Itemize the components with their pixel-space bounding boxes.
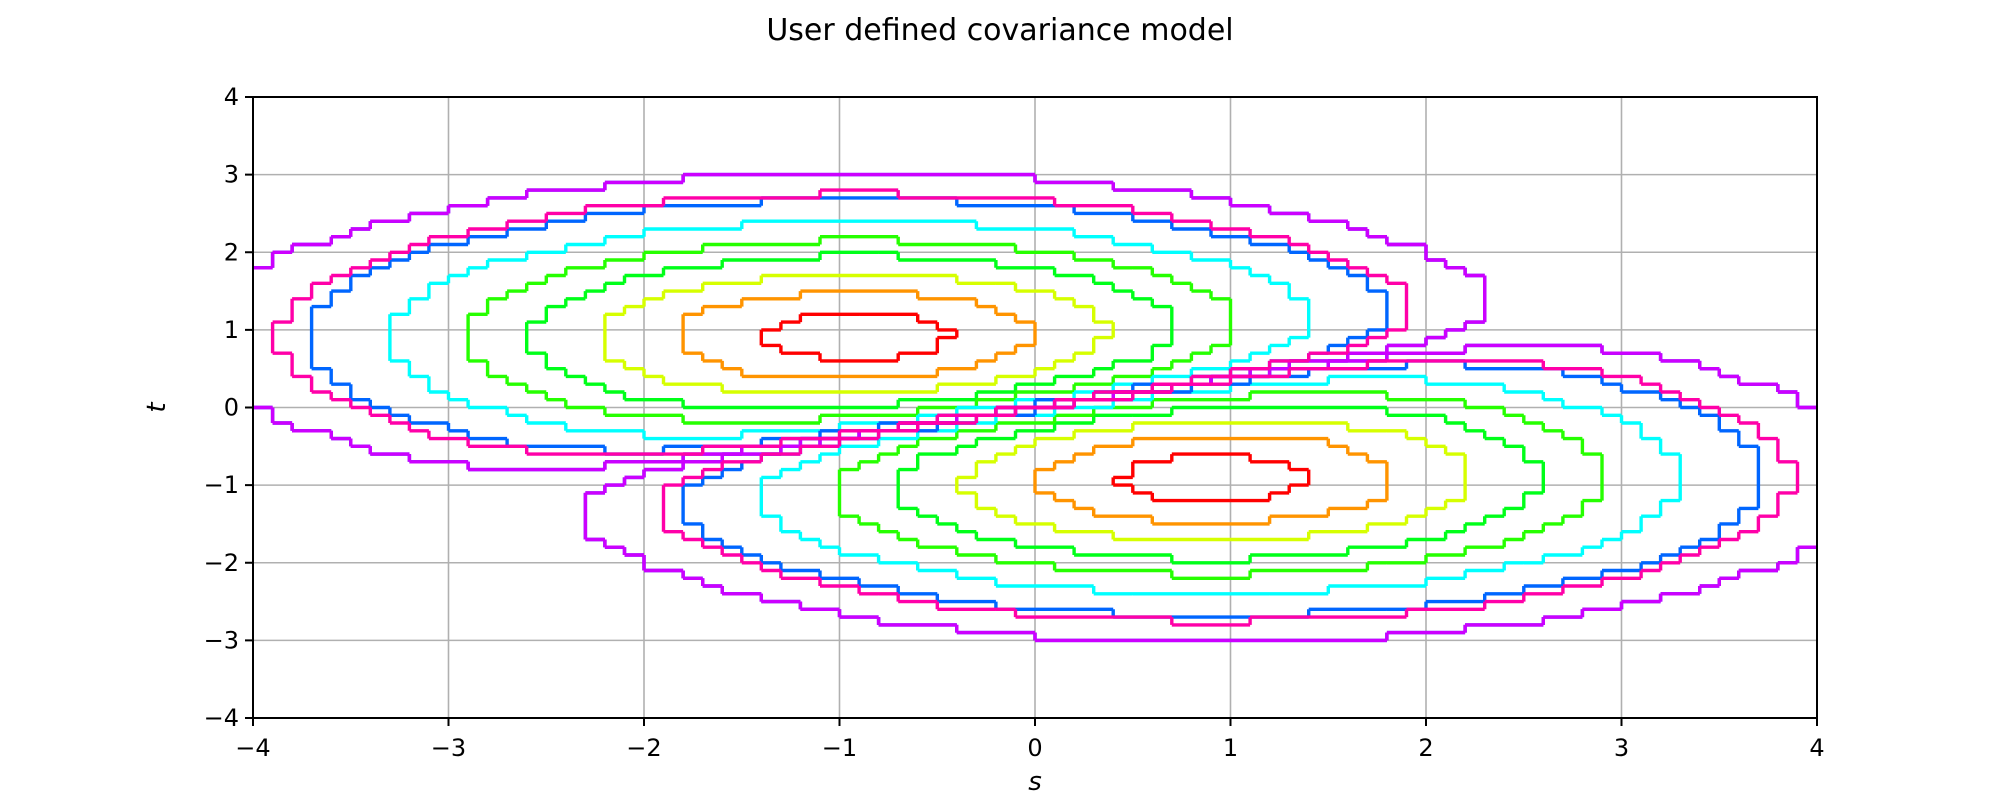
y-tick-label: 3	[224, 161, 239, 189]
y-tick-label: −4	[204, 704, 239, 732]
x-tick-label: −4	[235, 734, 270, 762]
y-tick-label: 1	[224, 316, 239, 344]
y-axis-ticks: −4 −3 −2 −1 0 1 2 3 4	[204, 83, 253, 732]
contour-line	[466, 235, 1233, 425]
y-tick-label: 2	[224, 238, 239, 266]
contour-line	[955, 421, 1467, 542]
y-tick-label: −1	[204, 471, 239, 499]
contour-line	[603, 273, 1115, 394]
x-tick-label: −3	[431, 734, 466, 762]
contour-line	[270, 188, 1409, 456]
x-axis-label: s	[1028, 767, 1042, 797]
y-tick-label: 4	[224, 83, 239, 111]
contour-line	[253, 172, 1487, 472]
chart-title: User defined covariance model	[766, 13, 1233, 48]
contour-line	[253, 172, 1487, 472]
y-tick-label: −3	[204, 626, 239, 654]
y-axis-label: t	[142, 402, 172, 413]
contour-line	[1033, 436, 1389, 526]
contour-line	[583, 343, 1817, 643]
x-tick-label: −2	[626, 734, 661, 762]
contour-line	[759, 374, 1682, 596]
x-tick-label: 3	[1614, 734, 1629, 762]
contour-line	[681, 289, 1037, 379]
contour-line	[759, 312, 959, 363]
contour-line	[837, 390, 1604, 580]
contour-line	[583, 343, 1817, 643]
contour-line	[1111, 452, 1311, 503]
contour-line	[661, 359, 1800, 627]
x-tick-label: 2	[1418, 734, 1433, 762]
contour-line	[896, 405, 1545, 565]
y-tick-label: −2	[204, 549, 239, 577]
contour-lines	[253, 172, 1817, 643]
x-tick-label: 0	[1027, 734, 1042, 762]
x-axis-ticks: −4 −3 −2 −1 0 1 2 3 4	[235, 718, 1825, 762]
x-tick-label: −1	[822, 734, 857, 762]
contour-line	[525, 250, 1174, 410]
x-tick-label: 4	[1809, 734, 1824, 762]
y-tick-label: 0	[224, 394, 239, 422]
x-tick-label: 1	[1223, 734, 1238, 762]
